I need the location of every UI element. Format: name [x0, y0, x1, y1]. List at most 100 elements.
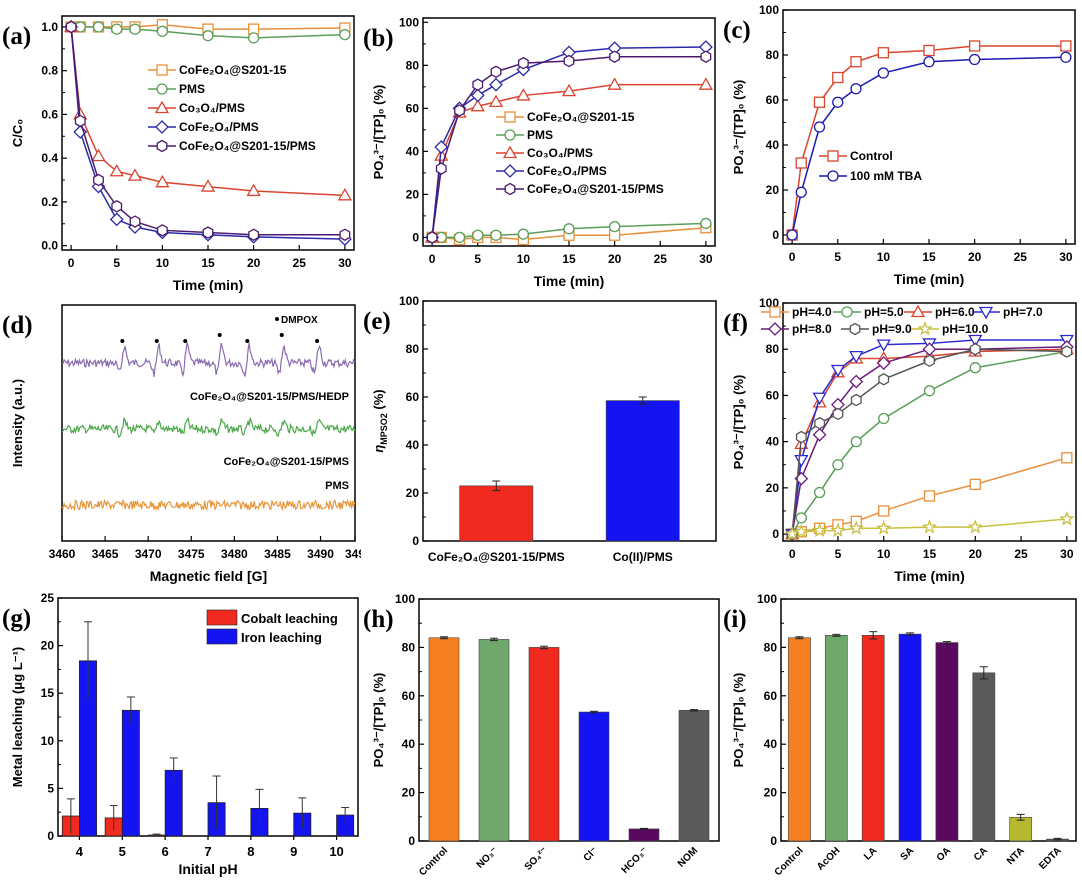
- data-point: [339, 28, 351, 41]
- legend-marker: [154, 100, 170, 114]
- spectrum-label: PMS: [325, 480, 349, 492]
- x-tick-label: OA: [935, 845, 953, 863]
- legend-label: PMS: [527, 128, 553, 142]
- axes: 0 20 40 60 80 100 PO₄³⁻/[TP]₀ (%): [371, 592, 720, 848]
- data-point: [200, 179, 216, 192]
- chart-b: 0 20 40 60 80 100 PO₄³⁻/[TP]₀ (%) (b) 0 5 10 15 20 25…: [363, 15, 716, 289]
- axes: 0 5 10 15 20 25 Metal leaching (μg L⁻¹): [10, 591, 359, 843]
- bar: [528, 647, 560, 842]
- data-point: [784, 526, 800, 541]
- y-tick-label: 0.2: [41, 195, 58, 209]
- series: [784, 510, 1075, 541]
- legend-item: pH=4.0: [761, 305, 832, 319]
- data-point: [878, 412, 890, 425]
- panel-a: 0.0 0.2 0.4 0.6 0.8 1.0 C/C₀ (a) 0 5 10 15 20 25 30 Tim…: [0, 0, 361, 293]
- data-point: [339, 228, 351, 241]
- x-tick-label: 3465: [92, 547, 119, 561]
- x-axis-label: Magnetic field [G]: [150, 568, 267, 584]
- data-point: [156, 224, 168, 237]
- x-tick-label: 15: [923, 547, 937, 561]
- plot-frame: [61, 304, 356, 542]
- y-tick-label: 100: [395, 592, 415, 606]
- data-point: [795, 430, 807, 444]
- legend-label: CoFe₂O₄@S201-15/PMS: [179, 139, 316, 153]
- data-point: [65, 20, 77, 34]
- legend-label: pH=7.0: [1003, 305, 1043, 319]
- panel-c: 0 20 40 60 80 100 PO₄³⁻/[TP]₀ (%) (c) 0 5 10 15 20 25…: [721, 0, 1082, 293]
- y-tick-label: 0: [412, 534, 419, 548]
- bar: [1009, 816, 1033, 842]
- y-tick-label: 0.6: [41, 107, 58, 121]
- legend-item: pH=9.0: [841, 322, 912, 336]
- x-tick-label: 0: [429, 252, 436, 266]
- x-tick-label: 10: [877, 250, 891, 264]
- data-point: [454, 104, 465, 117]
- y-tick-label: 20: [766, 183, 780, 197]
- panel-h: 0 20 40 60 80 100 PO₄³⁻/[TP]₀ (%) (h) Control NO₃…: [361, 586, 722, 879]
- panel-label: (a): [2, 23, 31, 50]
- data-point: [813, 486, 826, 499]
- x-tick-label: LA: [862, 845, 879, 862]
- panel-g: 0 5 10 15 20 25 Metal leaching (μg L⁻¹) (g) 4 5 6 7…: [0, 586, 361, 879]
- legend-marker: [503, 164, 517, 178]
- data-point: [202, 226, 214, 239]
- legend-label: Control: [850, 149, 893, 163]
- x-tick-label: 6: [162, 844, 169, 859]
- legend-marker: [504, 111, 516, 123]
- data-point: [795, 157, 807, 169]
- x-tick-label: 10: [877, 547, 891, 561]
- x-tick-label: 5: [835, 547, 842, 561]
- data-point: [490, 65, 502, 79]
- data-point: [1060, 51, 1072, 63]
- data-point: [1060, 40, 1072, 52]
- data-point: [434, 140, 449, 154]
- dmpox-peak-marker: [245, 339, 250, 343]
- legend-item: Co₃O₄/PMS: [148, 100, 245, 115]
- data-point: [700, 217, 712, 230]
- legend-item: PMS: [496, 128, 553, 142]
- y-axis-label: ηMPSO2 (%): [371, 389, 389, 452]
- chart-c: 0 20 40 60 80 100 PO₄³⁻/[TP]₀ (%) (c) 0 5 10 15 20 25…: [723, 3, 1076, 287]
- legend-label: pH=5.0: [864, 305, 904, 319]
- legend-item: pH=5.0: [833, 305, 904, 319]
- data-point: [488, 94, 504, 108]
- x-tick-label: 15: [201, 256, 215, 270]
- y-tick-label: 80: [766, 48, 780, 62]
- legend-label: pH=6.0: [935, 305, 975, 319]
- data-point: [517, 56, 529, 70]
- panel-label: (d): [2, 312, 33, 339]
- y-tick-label: 20: [402, 786, 416, 800]
- data-point: [453, 231, 466, 244]
- y-tick-label: 80: [406, 342, 420, 356]
- x-tick-label: Control: [773, 845, 806, 878]
- x-tick-label: 3480: [221, 547, 248, 561]
- y-tick-label: 60: [766, 388, 780, 402]
- data-point: [813, 96, 826, 108]
- y-tick-label: 60: [406, 101, 420, 115]
- legend-marker: [827, 170, 839, 182]
- dmpox-legend-marker: [275, 317, 279, 321]
- x-axis-label: Time (min): [894, 568, 965, 584]
- data-point: [517, 228, 530, 240]
- legend-marker: [978, 306, 994, 320]
- y-tick-label: 40: [766, 138, 780, 152]
- y-tick-label: 40: [406, 438, 420, 452]
- legend-label: DMPOX: [281, 315, 318, 326]
- data-point: [609, 50, 621, 63]
- data-point: [969, 362, 981, 374]
- x-tick-label: HCO₃⁻: [620, 845, 650, 875]
- y-axis-label: PO₄³⁻/[TP]₀ (%): [731, 375, 746, 470]
- x-tick-label: 25: [1014, 250, 1028, 264]
- y-tick-label: 40: [406, 144, 420, 158]
- x-tick-label: 10: [517, 252, 531, 266]
- axes: 0 20 40 60 80 100 PO₄³⁻/[TP]₀ (%): [731, 3, 1076, 245]
- data-point: [923, 385, 936, 397]
- data-point: [698, 77, 713, 90]
- data-point: [563, 223, 575, 235]
- data-point: [155, 174, 170, 188]
- legend-marker: [155, 120, 169, 134]
- data-point: [248, 228, 260, 241]
- spectrum-line: [61, 498, 356, 512]
- legend-label: pH=9.0: [872, 322, 912, 336]
- data-point: [700, 50, 712, 63]
